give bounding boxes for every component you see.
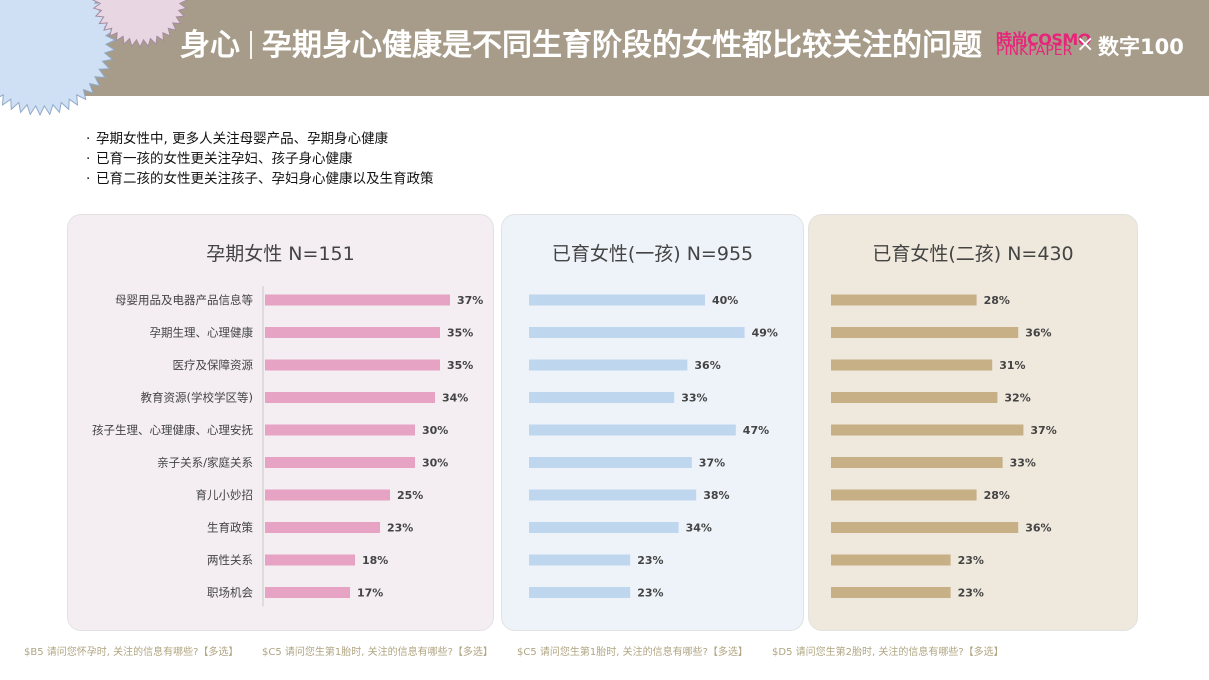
- bar: [529, 424, 736, 436]
- bar: [265, 424, 415, 436]
- finding-item: · 孕期女性中, 更多人关注母婴产品、孕期身心健康: [86, 131, 389, 147]
- bar: [831, 359, 993, 371]
- data-label: 36%: [1025, 522, 1051, 535]
- bar-chart-two-children: 28% 36% 31% 32% 37% 33% 28% 36% 23% 23%: [831, 294, 1057, 600]
- bar: [529, 294, 705, 306]
- finding-item: · 已育一孩的女性更关注孕妇、孩子身心健康: [86, 151, 353, 167]
- bar: [831, 554, 951, 566]
- bar: [265, 392, 435, 403]
- bar: [265, 489, 390, 501]
- footnote: $D5 请问您生第2胎时, 关注的信息有哪些?【多选】: [772, 647, 1004, 658]
- brand-cross: ×: [1076, 32, 1095, 57]
- page-title-text: 孕期身心健康是不同生育阶段的女性都比较关注的问题: [262, 28, 982, 63]
- bar: [831, 294, 977, 306]
- bar: [529, 457, 692, 468]
- category-label: 生育政策: [207, 521, 253, 535]
- data-label: 23%: [958, 554, 984, 567]
- data-label: 33%: [1010, 457, 1036, 470]
- bar-chart-one-child: 40% 49% 36% 33% 47% 37% 38% 34% 23% 23%: [529, 294, 778, 600]
- bar: [529, 554, 631, 566]
- chart-title: 已育女性(一孩) N=955: [551, 243, 754, 265]
- data-label: 36%: [1025, 327, 1051, 340]
- data-label: 23%: [387, 522, 413, 535]
- category-label: 两性关系: [207, 553, 253, 567]
- category-label: 医疗及保障资源: [173, 358, 254, 372]
- page-title-prefix: 身心: [180, 28, 240, 63]
- bar: [265, 554, 355, 566]
- bar: [265, 522, 380, 533]
- footnote: $C5 请问您生第1胎时, 关注的信息有哪些?【多选】: [517, 647, 748, 658]
- bar: [529, 359, 688, 371]
- starburst-decoration: [0, 0, 189, 117]
- data-label: 28%: [984, 294, 1010, 307]
- footnote: $C5 请问您生第1胎时, 关注的信息有哪些?【多选】: [262, 647, 493, 658]
- key-findings: · 孕期女性中, 更多人关注母婴产品、孕期身心健康 · 已育一孩的女性更关注孕妇、孩…: [86, 129, 434, 189]
- bar: [831, 457, 1003, 468]
- bar: [529, 327, 745, 338]
- data-label: 30%: [422, 424, 448, 437]
- data-label: 49%: [752, 327, 778, 340]
- bar: [831, 489, 977, 501]
- data-label: 32%: [1004, 392, 1030, 405]
- bar: [831, 327, 1019, 338]
- bar: [831, 587, 951, 598]
- chart-panel-pregnant: 孕期女性 N=151 母婴用品及电器产品信息等 37% 孕期生理、心理健康 35% 医疗…: [67, 214, 494, 631]
- bar: [265, 457, 415, 468]
- page-title: 身心 孕期身心健康是不同生育阶段的女性都比较关注的问题: [180, 24, 982, 68]
- data-label: 23%: [637, 587, 663, 600]
- category-label: 亲子关系/家庭关系: [157, 456, 253, 470]
- data-label: 17%: [357, 587, 383, 600]
- bar: [831, 392, 998, 403]
- data-label: 36%: [694, 359, 720, 372]
- data-label: 37%: [1030, 424, 1056, 437]
- chart-panel-two-children: 已育女性(二孩) N=430 28% 36% 31% 32% 37% 33% 28% 36% 2…: [808, 214, 1138, 631]
- chart-title: 孕期女性 N=151: [206, 243, 355, 265]
- footnotes: $B5 请问您怀孕时, 关注的信息有哪些?【多选】 $C5 请问您生第1胎时, …: [0, 643, 1209, 659]
- data-label: 35%: [447, 327, 473, 340]
- chart-title: 已育女性(二孩) N=430: [872, 243, 1074, 265]
- bar: [831, 522, 1019, 533]
- chart-panel-one-child: 已育女性(一孩) N=955 40% 49% 36% 33% 47% 37% 38% 34% 2…: [501, 214, 804, 631]
- category-label: 教育资源(学校学区等): [141, 391, 253, 405]
- data-label: 37%: [457, 294, 483, 307]
- bar: [265, 359, 440, 371]
- data-label: 35%: [447, 359, 473, 372]
- category-label: 孩子生理、心理健康、心理安抚: [92, 423, 253, 437]
- title-divider: [250, 31, 252, 59]
- data-label: 31%: [999, 359, 1025, 372]
- data-label: 34%: [442, 392, 468, 405]
- pinkpaper-logo: PINKPAPER: [996, 43, 1073, 59]
- data-label: 33%: [681, 392, 707, 405]
- finding-item: · 已育二孩的女性更关注孩子、孕妇身心健康以及生育政策: [86, 171, 434, 187]
- bar: [265, 327, 440, 338]
- shuzi100-logo: 数字100: [1098, 35, 1184, 59]
- bar: [529, 489, 697, 501]
- header-bar: [0, 0, 1209, 96]
- bar: [529, 392, 675, 403]
- data-label: 47%: [743, 424, 769, 437]
- data-label: 30%: [422, 457, 448, 470]
- data-label: 25%: [397, 489, 423, 502]
- data-label: 18%: [362, 554, 388, 567]
- category-label: 孕期生理、心理健康: [150, 326, 254, 340]
- data-label: 23%: [637, 554, 663, 567]
- data-label: 38%: [703, 489, 729, 502]
- category-label: 母婴用品及电器产品信息等: [115, 293, 253, 307]
- category-label: 职场机会: [207, 586, 253, 600]
- data-label: 37%: [699, 457, 725, 470]
- bar: [831, 424, 1024, 436]
- data-label: 28%: [984, 489, 1010, 502]
- footnote: $B5 请问您怀孕时, 关注的信息有哪些?【多选】: [24, 647, 239, 658]
- bar: [265, 587, 350, 598]
- cosmo-logo: 時尚COSMO: [996, 30, 1091, 49]
- bar-chart-pregnant: 母婴用品及电器产品信息等 37% 孕期生理、心理健康 35% 医疗及保障资源 35% 教育资…: [92, 286, 483, 607]
- bar: [265, 294, 450, 306]
- bar: [529, 587, 631, 598]
- data-label: 23%: [958, 587, 984, 600]
- data-label: 34%: [686, 522, 712, 535]
- data-label: 40%: [712, 294, 738, 307]
- category-label: 育儿小妙招: [196, 488, 254, 502]
- bar: [529, 522, 679, 533]
